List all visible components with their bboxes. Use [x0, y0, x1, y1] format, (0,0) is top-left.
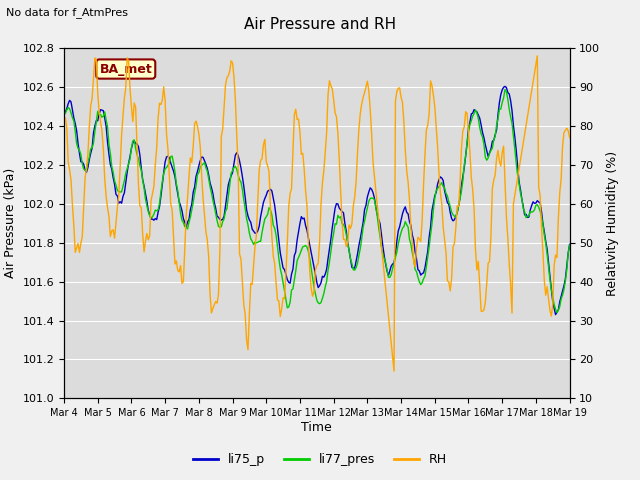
- Y-axis label: Air Pressure (kPa): Air Pressure (kPa): [4, 168, 17, 278]
- Line: RH: RH: [64, 56, 570, 371]
- Text: Air Pressure and RH: Air Pressure and RH: [244, 17, 396, 32]
- Y-axis label: Relativity Humidity (%): Relativity Humidity (%): [606, 151, 619, 296]
- Text: BA_met: BA_met: [99, 62, 152, 75]
- Line: li77_pres: li77_pres: [64, 90, 570, 312]
- Legend: li75_p, li77_pres, RH: li75_p, li77_pres, RH: [188, 448, 452, 471]
- Text: No data for f_AtmPres: No data for f_AtmPres: [6, 7, 129, 18]
- X-axis label: Time: Time: [301, 421, 332, 434]
- Line: li75_p: li75_p: [64, 86, 570, 314]
